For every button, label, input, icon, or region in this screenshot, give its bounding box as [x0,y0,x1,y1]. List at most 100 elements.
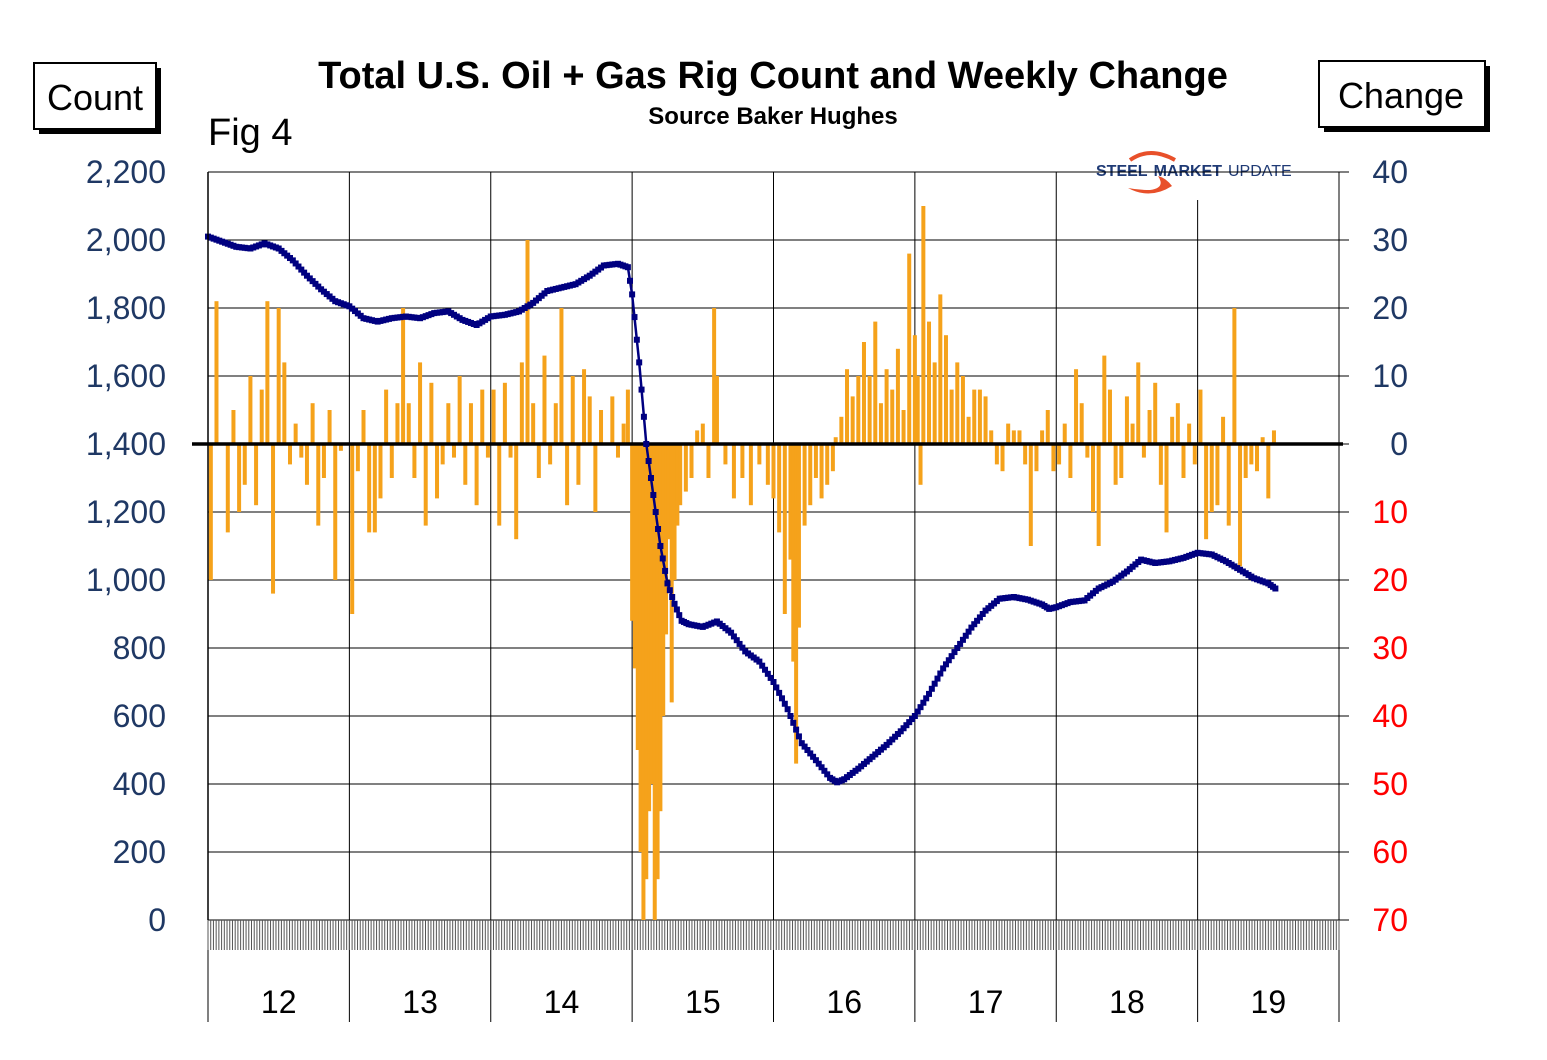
change-bar [901,410,906,444]
change-bar [927,321,932,444]
change-bar [669,444,674,703]
change-bar [237,444,242,512]
change-bar [830,444,835,472]
change-bar [1040,430,1045,444]
right-tick-label: 30 [1372,630,1408,666]
change-bar [508,444,513,458]
count-marker [650,492,657,498]
change-bar [1266,444,1271,499]
change-bar [890,389,895,444]
change-bar [695,430,700,444]
right-tick-label: 70 [1372,902,1408,938]
change-bar [706,444,711,478]
count-marker [733,637,740,644]
change-bar [839,416,844,444]
change-bar [748,444,753,506]
change-bar [1243,444,1248,478]
left-tick-label: 0 [148,902,166,938]
change-bar [401,308,406,444]
count-marker [818,764,825,771]
change-bar [1074,369,1079,444]
count-marker [931,680,938,687]
change-bar [723,444,728,465]
count-marker [959,636,966,643]
change-bar [791,444,796,662]
change-bar [635,444,640,750]
count-marker [669,594,676,600]
change-bar [796,444,801,628]
change-bar [955,362,960,444]
change-bar [675,444,680,526]
change-bar [1124,396,1129,444]
count-marker [804,747,811,753]
count-marker [934,675,941,682]
count-marker [781,700,788,707]
change-bar [689,444,694,478]
change-bar [355,444,360,472]
count-marker [657,543,664,549]
count-marker [968,624,975,631]
count-marker [824,771,831,778]
count-marker [954,645,961,651]
change-bar [231,410,236,444]
change-bar [514,444,519,540]
change-bar [468,403,473,444]
left-tick-label: 800 [113,630,166,666]
change-bar [502,382,507,444]
change-bar [1215,444,1220,506]
change-bar [1175,403,1180,444]
change-bar [282,362,287,444]
change-bar [638,444,643,852]
chart-title: Total U.S. Oil + Gas Rig Count and Weekl… [318,55,1228,97]
right-tick-label: 0 [1390,426,1408,462]
year-tick-label: 17 [968,984,1004,1020]
change-bar [1096,444,1101,546]
right-tick-label: 50 [1372,766,1408,802]
count-marker [764,670,771,677]
count-marker [728,629,735,636]
change-bar [932,362,937,444]
change-bar [878,403,883,444]
change-bar [1130,423,1135,444]
change-bar [1017,430,1022,444]
change-bar [276,308,281,444]
change-bar [599,410,604,444]
change-bar [1249,444,1254,465]
change-bar [1170,416,1175,444]
count-axis-label: Count [47,77,143,118]
change-bar [655,444,660,880]
change-bars [208,206,1276,920]
count-marker [965,628,972,635]
chart-subtitle: Source Baker Hughes [648,103,897,130]
change-bar [293,423,298,444]
change-bar [808,444,813,506]
change-bar [966,416,971,444]
change-bar [1034,444,1039,472]
left-tick-label: 2,200 [86,154,166,190]
change-bar [731,444,736,499]
change-bar [372,444,377,533]
year-tick-label: 16 [826,984,862,1020]
left-tick-label: 600 [113,698,166,734]
change-bar [271,444,276,594]
change-bar [1136,362,1141,444]
logo-arc-icon [1128,151,1176,162]
count-axis-box: Count [33,62,161,134]
count-marker [759,662,766,669]
count-marker [652,509,659,515]
change-bar [1238,444,1243,567]
count-marker [897,728,904,735]
change-bar [451,444,456,458]
right-tick-label: 40 [1372,698,1408,734]
change-bar [825,444,830,485]
change-bar [310,403,315,444]
count-marker [631,314,638,321]
count-marker [937,670,944,677]
change-bar [949,389,954,444]
count-marker [778,695,785,702]
count-marker [784,706,791,713]
change-bar [989,430,994,444]
change-bar [423,444,428,526]
count-marker [666,587,673,594]
